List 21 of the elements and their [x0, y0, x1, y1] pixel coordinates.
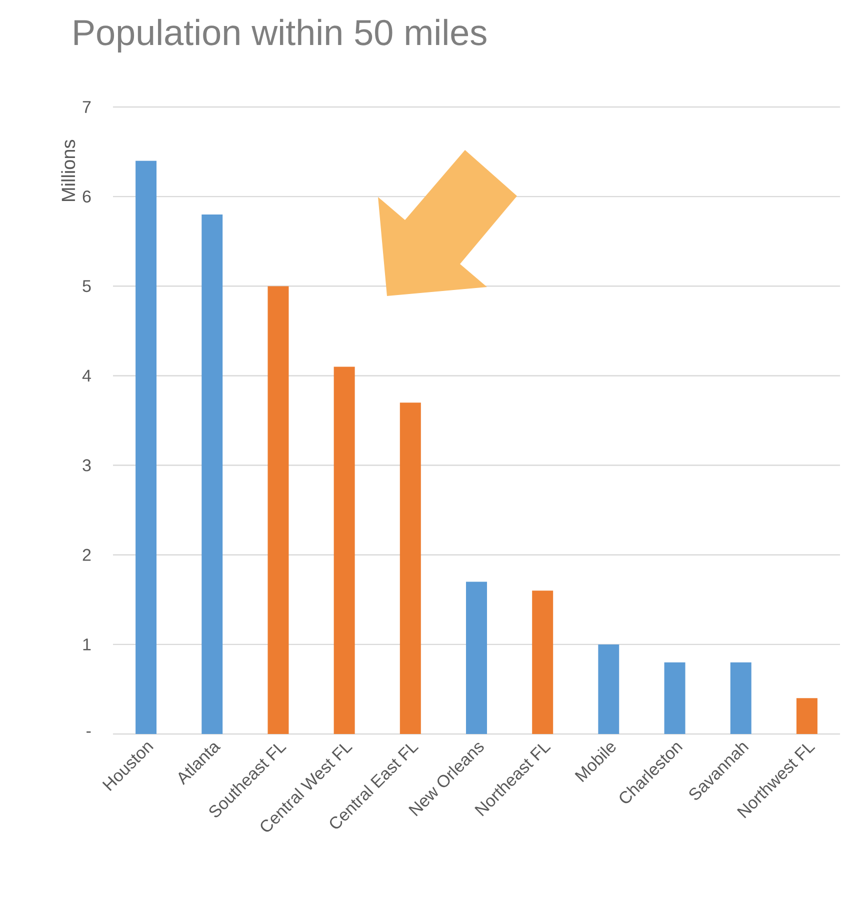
y-tick-label: 2 — [82, 548, 91, 561]
y-tick-label: 5 — [82, 280, 91, 292]
y-tick-label: 1 — [83, 638, 91, 650]
chart-title: Population within 50 miles — [74, 18, 486, 52]
bar — [334, 366, 355, 734]
y-axis-title: Millions — [61, 140, 76, 202]
y-tick-label: 4 — [82, 370, 91, 382]
y-tick-label: - — [86, 731, 91, 733]
y-tick-label: 3 — [82, 459, 91, 472]
bar — [664, 662, 686, 734]
bar — [400, 402, 421, 734]
bar — [202, 214, 223, 734]
y-tick-label: 7 — [82, 101, 91, 113]
bar — [136, 160, 157, 734]
bar — [796, 698, 818, 734]
bar — [730, 662, 752, 734]
y-tick-label: 6 — [82, 190, 91, 203]
bar — [466, 582, 487, 734]
bar — [598, 644, 620, 734]
bar — [532, 590, 554, 734]
bar — [268, 286, 289, 734]
